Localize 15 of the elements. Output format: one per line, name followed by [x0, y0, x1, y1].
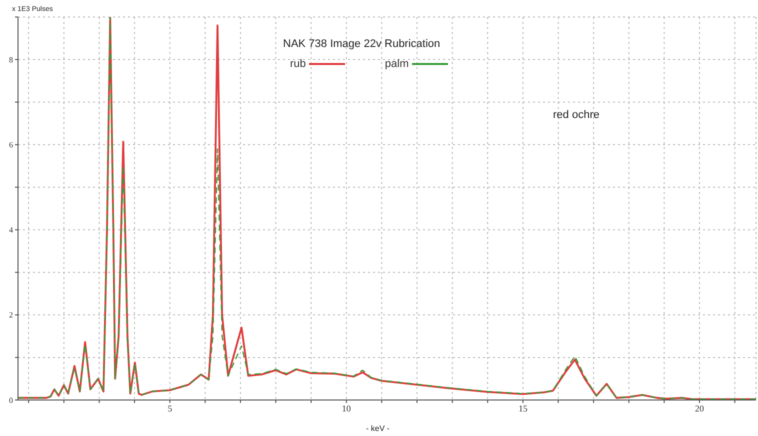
annotation: red ochre: [553, 109, 600, 121]
text: NAK 738 Image 22v Rubrication: [283, 38, 440, 50]
line-series: [18, 17, 756, 400]
x-tick-label: 5: [168, 403, 173, 414]
x-tick-label: 10: [342, 403, 352, 414]
y-tick-label: 8: [9, 55, 13, 64]
x-tick-label: 15: [518, 403, 528, 414]
x-axis-title: - keV -: [366, 424, 390, 433]
legend-label: palm: [384, 58, 409, 70]
y-tick-label: 4: [9, 226, 13, 235]
legend-label: rub: [290, 58, 306, 70]
y-tick-label: 2: [9, 310, 13, 320]
x-tick-label: 20: [695, 403, 704, 414]
y-tick-label: 0: [9, 396, 13, 405]
y-tick-label: 6: [9, 140, 13, 150]
